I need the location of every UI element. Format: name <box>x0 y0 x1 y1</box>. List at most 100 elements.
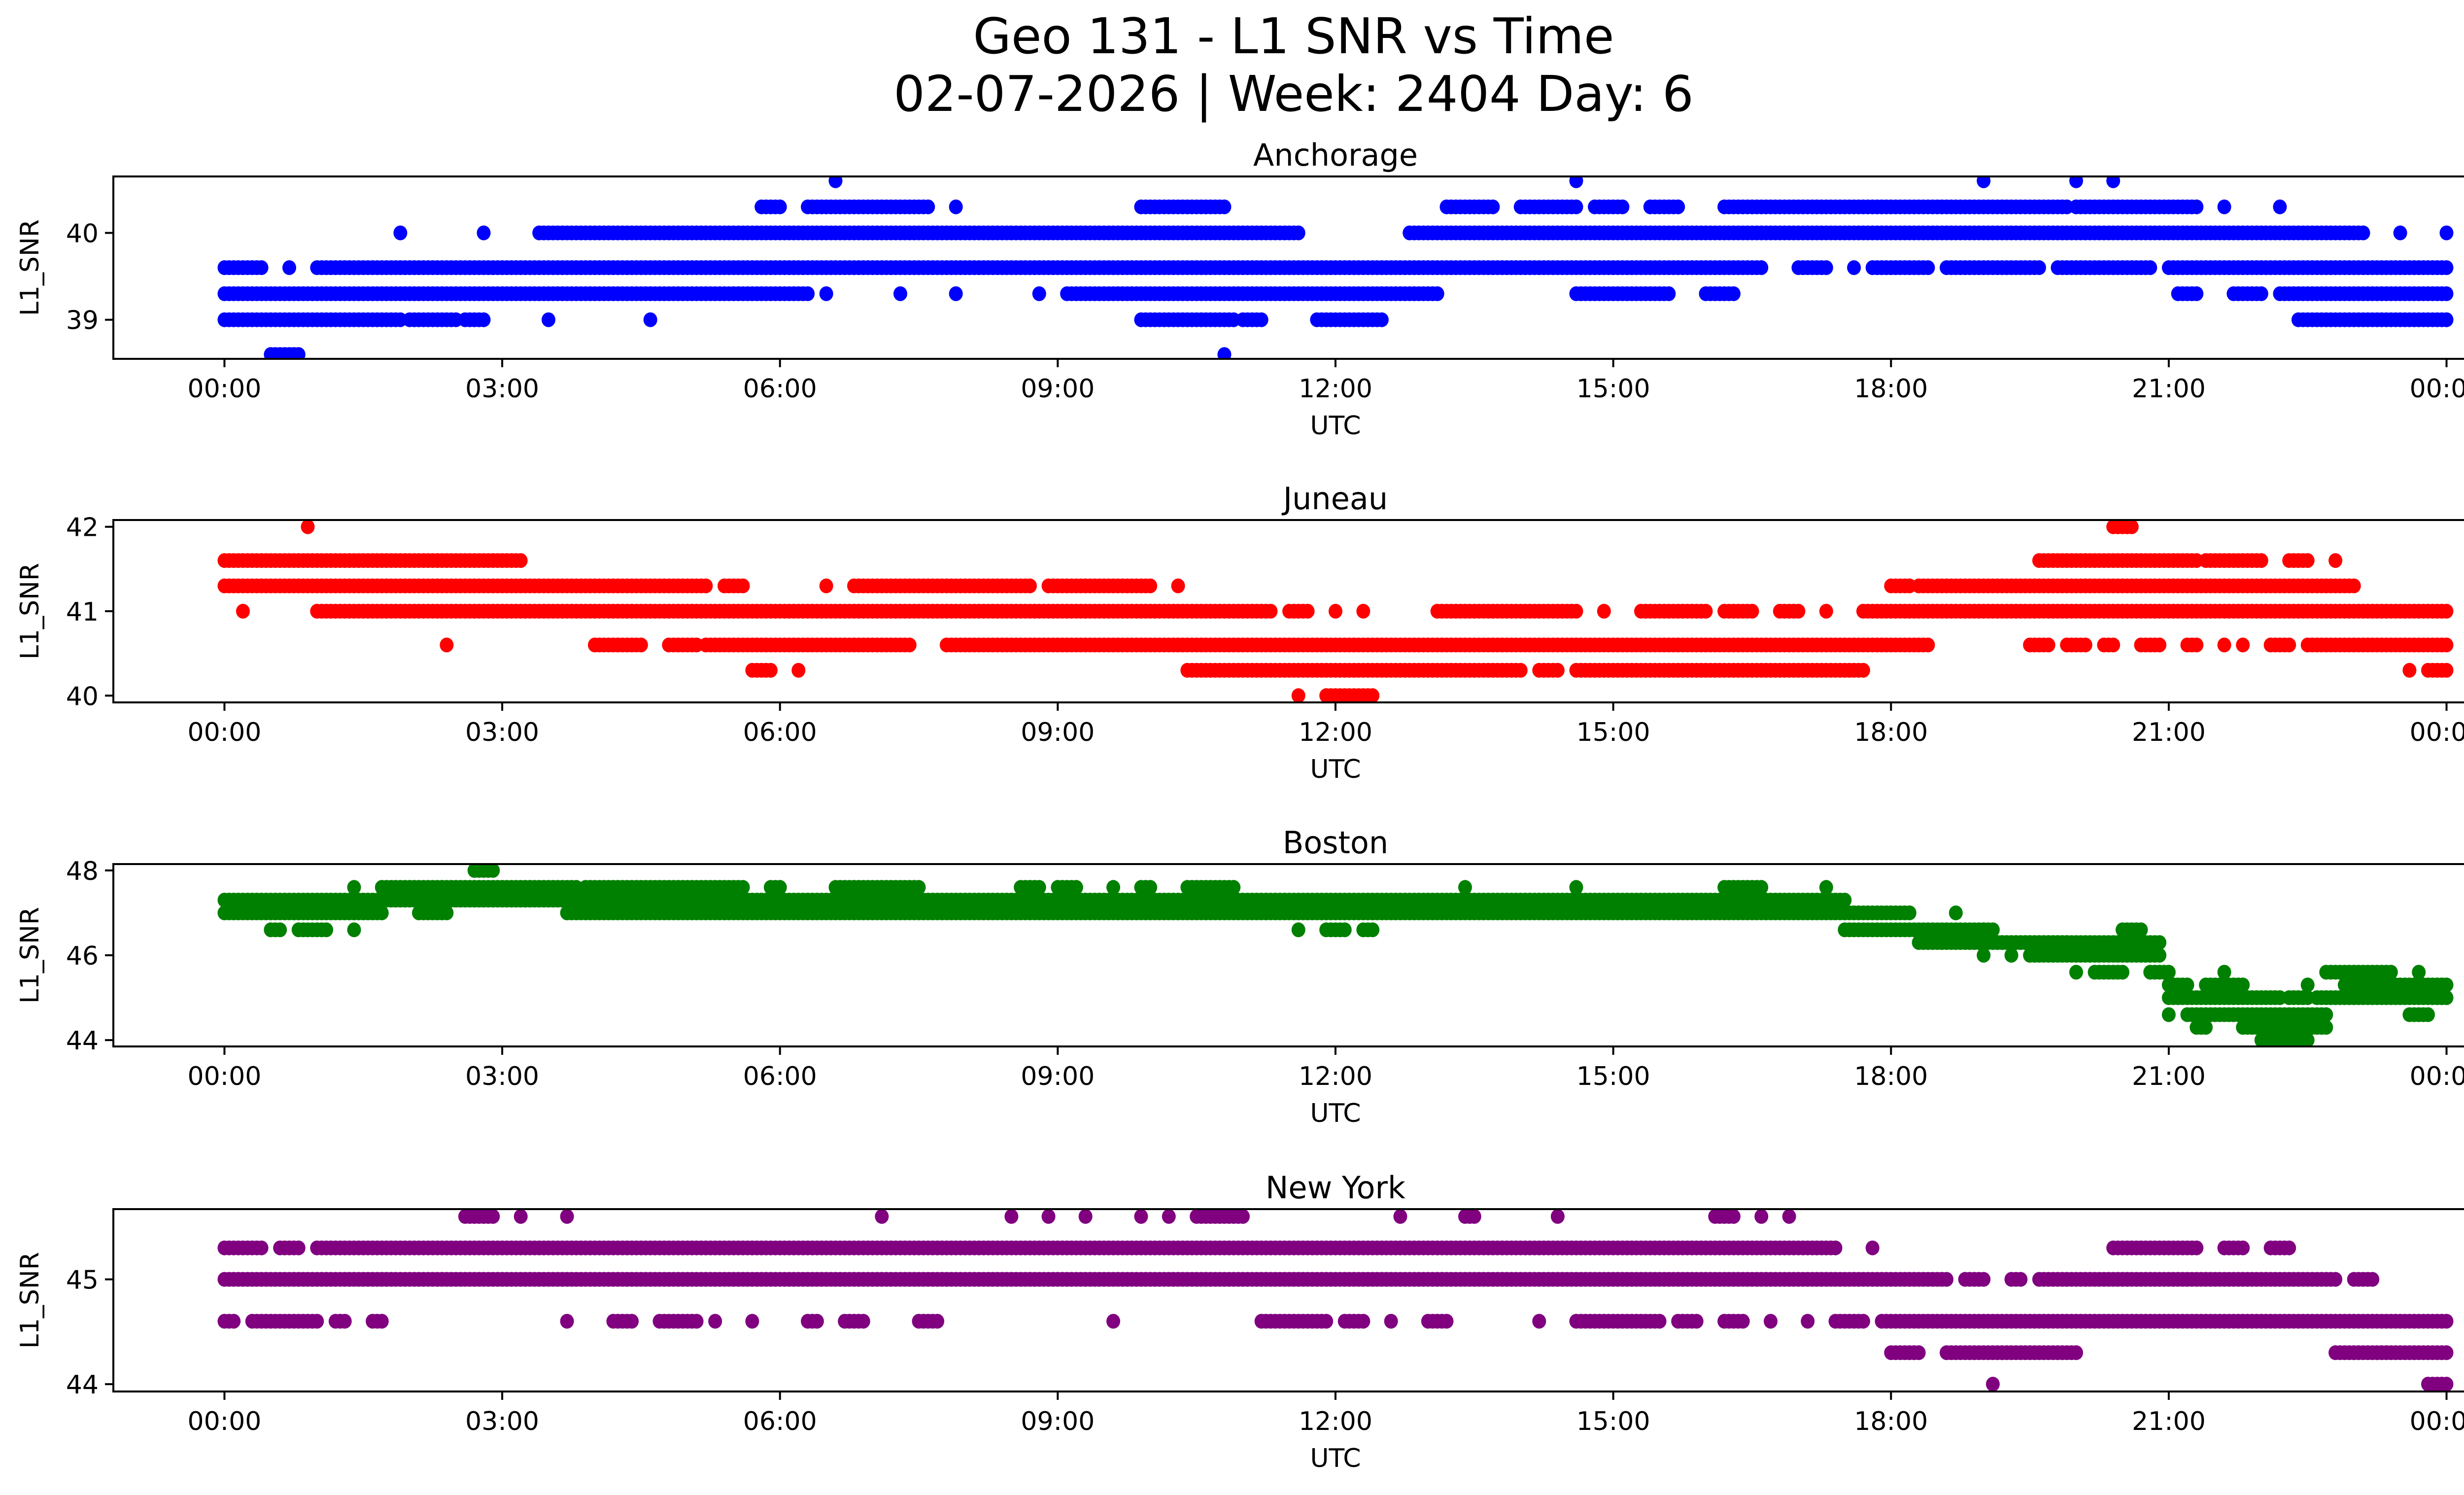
data-point <box>1227 880 1241 895</box>
x-tick-label: 18:00 <box>1854 1062 1928 1091</box>
y-tick-label: 44 <box>66 1026 99 1056</box>
y-axis-label: L1_SNR <box>15 907 45 1004</box>
data-point <box>1662 286 1676 301</box>
data-point <box>1985 922 2000 938</box>
data-point <box>949 199 963 214</box>
x-tick-label: 03:00 <box>465 374 539 404</box>
x-axis-label: UTC <box>1310 755 1361 784</box>
y-tick-label: 39 <box>66 306 99 336</box>
data-point <box>2217 965 2231 980</box>
x-tick-label: 15:00 <box>1576 718 1650 747</box>
data-point <box>2439 977 2454 993</box>
data-point <box>1236 1209 1250 1224</box>
data-point <box>1940 1272 1953 1287</box>
data-point <box>1949 905 1963 920</box>
x-tick-label: 18:00 <box>1854 718 1928 747</box>
data-point <box>1754 260 1769 275</box>
data-point <box>1366 922 1380 938</box>
data-point <box>1726 286 1741 301</box>
data-point <box>2282 1240 2296 1255</box>
x-tick-label: 21:00 <box>2132 374 2206 404</box>
data-point <box>1329 604 1342 619</box>
y-axis-label: L1_SNR <box>15 219 45 316</box>
x-tick-label: 00:00 <box>2410 374 2464 404</box>
x-tick-label: 06:00 <box>743 718 817 747</box>
data-point <box>2300 1033 2315 1046</box>
data-point <box>736 578 750 593</box>
data-point <box>819 578 833 593</box>
data-point <box>1550 662 1565 678</box>
data-point <box>2190 286 2204 301</box>
x-tick-label: 00:00 <box>2410 718 2464 747</box>
data-point <box>2069 965 2083 980</box>
data-point <box>440 637 454 653</box>
data-point <box>1023 578 1037 593</box>
data-point <box>930 1314 945 1329</box>
x-tick-label: 09:00 <box>1021 374 1095 404</box>
data-point <box>1828 1240 1843 1255</box>
data-point <box>2402 662 2417 678</box>
data-point <box>1921 637 1935 653</box>
data-point <box>1254 312 1268 327</box>
data-point <box>291 1240 306 1255</box>
data-point <box>310 1314 324 1329</box>
data-point <box>1513 662 1528 678</box>
data-point <box>773 199 787 214</box>
data-point <box>1856 662 1870 678</box>
x-tick-label: 06:00 <box>743 374 817 404</box>
data-point <box>1356 604 1370 619</box>
data-point <box>1847 260 1861 275</box>
data-point <box>2254 553 2268 568</box>
x-tick-label: 03:00 <box>465 1062 539 1091</box>
data-point <box>542 312 555 327</box>
data-point <box>236 604 250 619</box>
data-point <box>1300 604 1315 619</box>
data-point <box>2032 260 2046 275</box>
data-point <box>2180 977 2194 993</box>
data-point <box>1217 347 1232 359</box>
data-point <box>2190 637 2204 653</box>
data-point <box>1569 880 1583 895</box>
subplot-title: Juneau <box>1281 481 1388 517</box>
x-tick-label: 15:00 <box>1576 374 1650 404</box>
data-point <box>1393 1209 1407 1224</box>
data-points <box>217 864 2454 1046</box>
data-point <box>1977 948 1991 963</box>
data-point <box>2106 637 2121 653</box>
data-point <box>1291 922 1305 938</box>
data-point <box>699 578 713 593</box>
data-point <box>902 637 917 653</box>
data-point <box>1143 880 1158 895</box>
y-tick-label: 46 <box>66 941 99 971</box>
data-point <box>1291 688 1305 702</box>
x-tick-label: 03:00 <box>465 718 539 747</box>
data-point <box>2217 199 2231 214</box>
data-point <box>1671 199 1685 214</box>
data-point <box>2356 225 2370 241</box>
data-point <box>1337 922 1352 938</box>
x-tick-label: 00:00 <box>2410 1062 2464 1091</box>
data-point <box>2319 1007 2333 1022</box>
data-point <box>291 347 306 359</box>
data-point <box>254 260 269 275</box>
data-point <box>2439 260 2454 275</box>
data-point <box>2190 1240 2204 1255</box>
data-point <box>2236 1240 2250 1255</box>
data-point <box>254 1240 269 1255</box>
data-point <box>347 880 361 895</box>
data-point <box>1782 1209 1796 1224</box>
x-tick-label: 00:00 <box>188 718 262 747</box>
data-point <box>1356 1314 1370 1329</box>
data-points <box>217 520 2454 702</box>
data-point <box>1467 1209 1481 1224</box>
data-point <box>1597 604 1611 619</box>
data-point <box>1366 688 1380 702</box>
data-point <box>282 260 296 275</box>
data-point <box>736 880 750 895</box>
data-point <box>2004 948 2019 963</box>
data-point <box>1791 604 1806 619</box>
data-point <box>689 1314 704 1329</box>
data-point <box>1977 176 1991 188</box>
data-point <box>2421 1007 2435 1022</box>
data-point <box>1550 1209 1565 1224</box>
